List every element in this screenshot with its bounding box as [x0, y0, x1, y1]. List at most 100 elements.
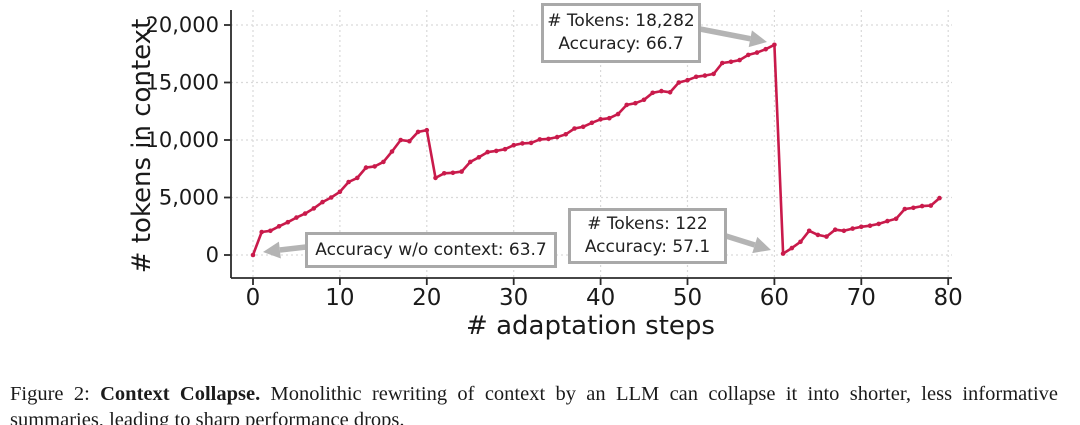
annotation-line: # Tokens: 18,282 [547, 11, 695, 31]
x-tick-label: 30 [499, 285, 528, 311]
series-marker [911, 205, 916, 211]
x-axis-label: # adaptation steps [466, 311, 715, 341]
x-tick-label: 50 [673, 285, 702, 311]
series-marker [398, 137, 404, 143]
series-marker [624, 102, 629, 108]
series-marker [633, 100, 638, 106]
series-marker [798, 239, 803, 245]
series-marker [806, 228, 812, 234]
series-marker [537, 137, 543, 142]
series-marker [450, 170, 456, 176]
x-tick-label: 70 [847, 285, 876, 311]
series-marker [563, 132, 569, 137]
annotation-arrow-collapse [725, 233, 756, 248]
series-marker [876, 221, 881, 227]
x-tick-label: 80 [934, 285, 963, 311]
series-marker [276, 224, 282, 229]
x-tick-label: 40 [586, 285, 615, 311]
x-tick-label: 60 [760, 285, 789, 311]
series-marker [850, 226, 855, 231]
caption-figure-label: Figure 2: [10, 382, 90, 405]
series-marker [763, 46, 768, 52]
series-marker [711, 71, 716, 77]
series-marker [598, 117, 603, 122]
series-marker [607, 115, 612, 121]
series-marker [459, 169, 464, 174]
series-marker [311, 206, 317, 211]
y-tick-label: 20,000 [146, 13, 219, 37]
annotation-line: Accuracy w/o context: 63.7 [315, 239, 547, 260]
series-marker [476, 155, 482, 160]
series-marker [928, 203, 934, 208]
annotation-accuracy-no-context: Accuracy w/o context: 63.7 [305, 232, 557, 268]
series-marker [815, 232, 821, 238]
series-marker [424, 127, 430, 133]
series-marker [363, 165, 369, 170]
series-marker [346, 179, 351, 185]
series-marker [937, 195, 942, 201]
series-marker [320, 199, 325, 205]
series-marker [685, 77, 690, 83]
series-marker [294, 215, 299, 220]
annotation-arrow-nocontext [279, 244, 307, 253]
series-marker [572, 126, 577, 131]
series-marker [615, 111, 621, 117]
series-marker [589, 120, 595, 126]
series-marker [381, 159, 386, 165]
series-marker [885, 218, 890, 224]
annotation-peak-tokens: # Tokens: 18,282 Accuracy: 66.7 [541, 3, 701, 63]
series-marker [494, 148, 499, 154]
y-tick-label: 0 [206, 243, 219, 267]
annotation-line: Accuracy: 66.7 [558, 34, 684, 54]
annotation-collapsed-tokens: # Tokens: 122 Accuracy: 57.1 [568, 208, 727, 264]
series-marker [832, 227, 838, 232]
y-tick-label: 5,000 [159, 186, 219, 210]
series-marker [407, 138, 412, 144]
series-marker [355, 175, 360, 181]
series-marker [268, 228, 273, 234]
series-marker [676, 80, 682, 85]
series-marker [919, 203, 925, 209]
series-marker [789, 245, 795, 251]
annotation-arrow-peak-head-icon [748, 30, 767, 48]
series-marker [720, 60, 725, 66]
series-marker [468, 159, 473, 165]
caption-body: Monolithic rewriting of context by an LL… [10, 382, 1058, 425]
series-marker [259, 229, 265, 235]
annotation-arrow-peak [699, 26, 751, 42]
series-marker [528, 140, 534, 146]
x-tick-label: 20 [412, 285, 441, 311]
series-marker [824, 234, 829, 239]
series-marker [893, 216, 899, 222]
series-marker [372, 164, 378, 169]
series-marker [659, 88, 664, 94]
series-marker [693, 74, 699, 80]
caption-title: Context Collapse. [100, 382, 261, 405]
annotation-line: # Tokens: 122 [587, 214, 708, 234]
series-marker [867, 223, 873, 228]
series-marker [485, 149, 490, 155]
series-marker [502, 146, 508, 152]
series-marker [667, 90, 673, 95]
series-marker [754, 50, 760, 55]
series-marker [702, 73, 708, 78]
line-chart: 0 5,000 10,000 15,000 20,000 0 10 20 30 40 50 60 70 8… [127, 10, 963, 341]
series-marker [302, 211, 308, 216]
x-tick-label: 10 [325, 285, 354, 311]
series-marker [650, 90, 655, 96]
series-marker [841, 228, 847, 234]
series-marker [250, 252, 256, 258]
series-marker [415, 129, 421, 135]
series-marker [859, 224, 864, 230]
series-marker [511, 142, 516, 148]
series-marker [441, 171, 447, 176]
annotation-arrow-collapse-head-icon [752, 236, 771, 254]
series-marker [389, 149, 395, 154]
annotation-line: Accuracy: 57.1 [584, 237, 711, 257]
y-tick-label: 15,000 [146, 71, 219, 95]
series-marker [772, 42, 777, 48]
series-marker [737, 57, 742, 63]
series-marker [554, 134, 560, 140]
series-marker [641, 97, 647, 103]
